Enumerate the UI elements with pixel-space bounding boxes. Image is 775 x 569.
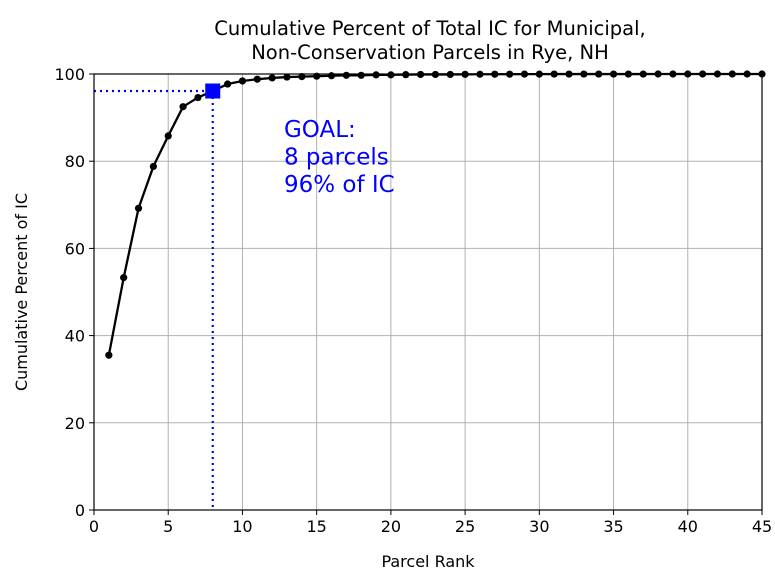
goal-annotation-line-3: 96% of IC xyxy=(284,172,395,198)
y-tick-label: 100 xyxy=(54,65,85,84)
goal-annotation-line-1: GOAL: xyxy=(284,117,356,143)
data-point xyxy=(134,204,143,212)
data-point xyxy=(387,71,395,79)
series-line xyxy=(107,72,762,356)
goal-annotation: GOAL: 8 parcels 96% of IC xyxy=(284,117,396,198)
data-point xyxy=(253,75,261,83)
goal-annotation-line-2: 8 parcels xyxy=(284,144,389,170)
goal-marker xyxy=(205,83,221,99)
y-tick-label: 20 xyxy=(65,414,85,433)
data-point xyxy=(164,132,172,140)
axis-ticks: 0 5 10 15 20 25 30 35 40 45 0 20 40 60 80 100 xyxy=(54,65,772,536)
y-tick-label: 60 xyxy=(65,239,85,258)
y-tick-label: 40 xyxy=(65,327,85,346)
data-point xyxy=(224,80,232,88)
goal-marker-layer xyxy=(205,83,221,99)
x-tick-label: 20 xyxy=(381,517,401,536)
data-point xyxy=(327,72,336,80)
data-point xyxy=(179,103,187,111)
x-tick-label: 10 xyxy=(232,517,252,536)
x-tick-label: 25 xyxy=(455,517,475,536)
x-tick-label: 5 xyxy=(163,517,173,536)
y-tick-label: 0 xyxy=(75,501,85,520)
x-tick-label: 15 xyxy=(306,517,326,536)
data-point xyxy=(298,73,306,81)
x-tick-label: 35 xyxy=(603,517,623,536)
chart-title-line-1: Cumulative Percent of Total IC for Munic… xyxy=(214,17,645,40)
x-tick-label: 40 xyxy=(678,517,698,536)
data-point xyxy=(194,93,202,102)
y-tick-label: 80 xyxy=(65,152,85,171)
data-series xyxy=(105,70,766,359)
x-axis-label: Parcel Rank xyxy=(381,552,475,569)
plot-frame xyxy=(93,73,763,511)
data-point xyxy=(342,71,350,79)
data-point xyxy=(372,71,380,79)
data-point xyxy=(283,73,291,81)
x-tick-label: 45 xyxy=(752,517,772,536)
grid xyxy=(93,73,763,511)
x-tick-label: 30 xyxy=(529,517,549,536)
data-point xyxy=(105,351,113,359)
data-point xyxy=(238,77,247,85)
data-point xyxy=(357,71,365,79)
data-point xyxy=(149,162,157,171)
chart-title-line-2: Non-Conservation Parcels in Rye, NH xyxy=(251,41,609,64)
y-axis-label: Cumulative Percent of IC xyxy=(12,193,31,391)
data-point xyxy=(402,71,410,79)
goal-guide-lines xyxy=(94,89,214,510)
data-point xyxy=(120,274,128,282)
data-point xyxy=(268,74,276,82)
x-tick-label: 0 xyxy=(89,517,99,536)
